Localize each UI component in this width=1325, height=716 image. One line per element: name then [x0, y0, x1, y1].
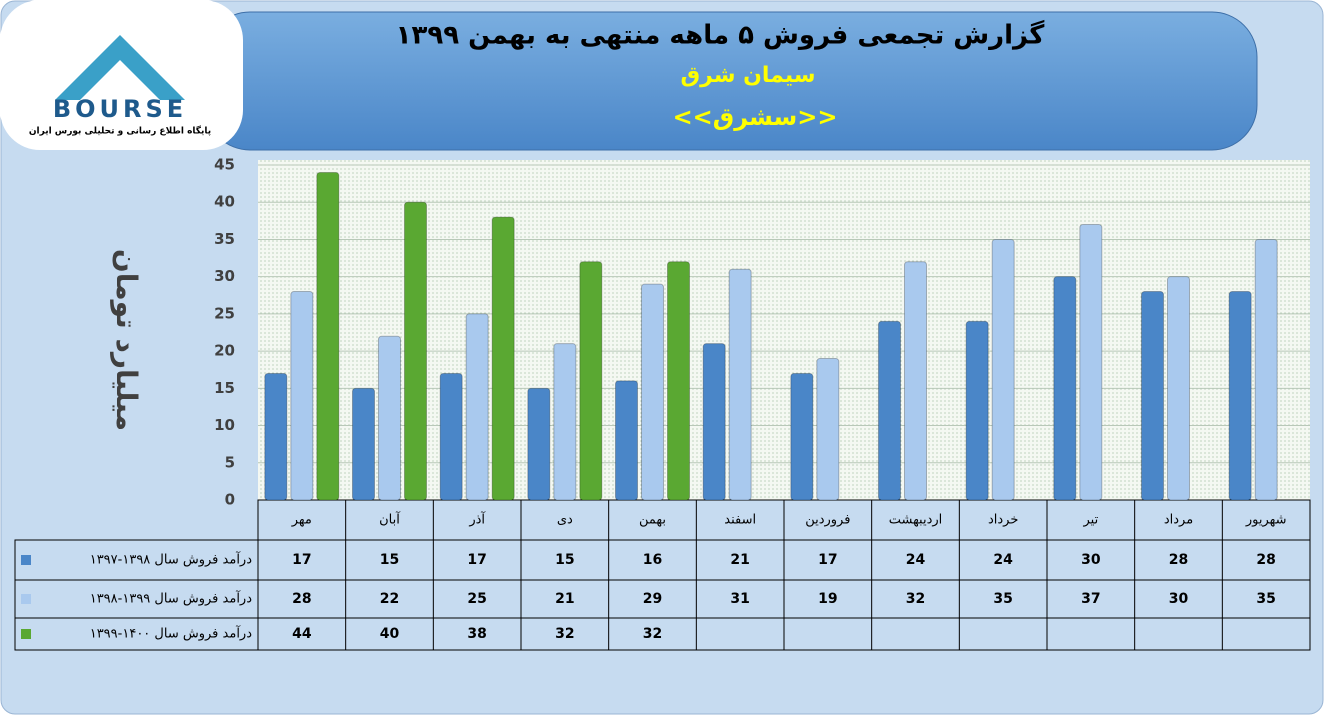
bar [439, 372, 463, 501]
table-value: 21 [730, 552, 749, 568]
bar [553, 343, 577, 501]
bar [378, 335, 401, 501]
y-tick-label: 25 [214, 304, 235, 322]
table-value: 24 [993, 552, 1013, 568]
y-tick-label: 40 [214, 193, 235, 211]
y-tick-label: 35 [214, 230, 235, 248]
bar [1053, 276, 1077, 501]
x-tick-label: اردیبهشت [889, 513, 943, 528]
plot-area [258, 160, 1310, 500]
table-value: 35 [993, 591, 1012, 607]
table-value: 19 [818, 591, 837, 607]
table-value: 35 [1256, 591, 1275, 607]
y-axis-label: میلیارد تومان [110, 249, 143, 431]
table-value: 24 [906, 552, 926, 568]
table-value: 22 [380, 591, 399, 607]
y-tick-label: 0 [225, 491, 235, 509]
bar [264, 372, 288, 501]
bar [965, 320, 989, 501]
bar [465, 313, 489, 501]
logo-shape [55, 35, 185, 100]
bar [728, 268, 752, 501]
x-tick-label: آبان [379, 511, 401, 528]
y-tick-label: 30 [214, 267, 235, 285]
legend-swatch [21, 629, 31, 639]
table-value: 37 [1081, 591, 1100, 607]
bar [352, 387, 375, 501]
table-value: 16 [643, 552, 662, 568]
bar [404, 201, 427, 501]
bar [790, 372, 814, 501]
table-value: 17 [467, 552, 486, 568]
table-value: 40 [380, 626, 400, 642]
table-value: 29 [643, 591, 662, 607]
table-value: 38 [467, 626, 486, 642]
bar [702, 343, 726, 501]
table-value: 21 [555, 591, 574, 607]
bar [1228, 291, 1252, 501]
logo-tagline: پایگاه اطلاع رسانی و تحلیلی بورس ایران [29, 125, 211, 137]
bar [579, 261, 603, 501]
symbol: <<سشرق>> [673, 103, 838, 131]
bar [991, 238, 1015, 501]
legend-label: درآمد فروش سال ۱۳۹۸-۱۳۹۷ [90, 551, 252, 568]
table-value: 30 [1169, 591, 1189, 607]
table-value: 32 [555, 626, 574, 642]
legend-label: درآمد فروش سال ۱۳۹۹-۱۳۹۸ [90, 590, 252, 607]
table-value: 44 [292, 626, 312, 642]
legend-swatch [21, 594, 31, 604]
table-value: 15 [555, 552, 574, 568]
legend-label: درآمد فروش سال ۱۴۰۰-۱۳۹۹ [90, 625, 252, 642]
x-tick-label: مرداد [1164, 513, 1193, 528]
legend-swatch [21, 555, 31, 565]
bar [816, 358, 840, 501]
bar [290, 291, 314, 501]
table-value: 32 [643, 626, 662, 642]
x-tick-label: شهریور [1245, 513, 1287, 528]
y-tick-label: 20 [214, 342, 235, 360]
bar [1167, 276, 1190, 501]
table-value: 30 [1081, 552, 1101, 568]
table-value: 31 [730, 591, 749, 607]
table-value: 32 [906, 591, 925, 607]
x-tick-label: دی [557, 513, 573, 528]
x-tick-label: فروردین [805, 513, 850, 528]
table-value: 28 [1256, 552, 1275, 568]
table-value: 25 [467, 591, 486, 607]
bar [667, 261, 690, 501]
table-value: 17 [818, 552, 837, 568]
table-legend-bg [14, 539, 259, 651]
y-tick-label: 45 [214, 156, 235, 174]
y-tick-label: 5 [225, 453, 235, 471]
x-tick-label: بهمن [639, 513, 666, 528]
logo-box [0, 0, 243, 150]
bar [904, 261, 927, 501]
chart-title: گزارش تجمعی فروش ۵ ماهه منتهی به بهمن ۱۳… [396, 20, 1046, 51]
x-tick-label: اسفند [724, 513, 756, 528]
y-tick-label: 15 [214, 379, 235, 397]
table-value: 28 [292, 591, 311, 607]
bar [1254, 238, 1278, 501]
y-tick-label: 10 [214, 416, 235, 434]
bar [491, 216, 515, 501]
chart-subtitle: سیمان شرق [680, 63, 815, 88]
bar [316, 171, 340, 501]
bar [878, 320, 901, 501]
x-tick-label: تیر [1082, 513, 1098, 528]
logo-text: BOURSE [53, 95, 187, 123]
bar [615, 380, 638, 501]
bar [1141, 291, 1164, 501]
table-value: 15 [380, 552, 399, 568]
table-value: 28 [1169, 552, 1188, 568]
bar [641, 283, 664, 501]
bar [1079, 224, 1103, 501]
x-tick-label: مهر [291, 513, 312, 528]
table-value: 17 [292, 552, 311, 568]
x-tick-label: خرداد [988, 513, 1018, 528]
bar [527, 387, 551, 501]
x-tick-label: آذر [468, 511, 486, 528]
